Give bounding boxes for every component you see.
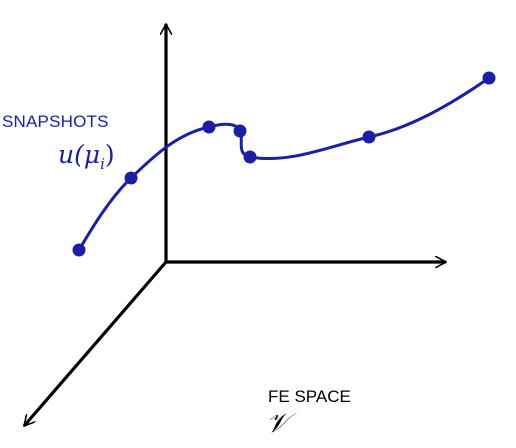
snapshots-label: SNAPSHOTS	[2, 112, 109, 131]
snapshot-point	[124, 171, 138, 185]
fe-space-label: FE SPACE	[268, 387, 351, 406]
snapshot-point	[233, 124, 247, 138]
solution-manifold-curve	[77, 76, 491, 252]
formula-subscript: i	[100, 155, 105, 173]
fe-space-symbol: 𝒱	[266, 408, 289, 439]
snapshots-formula: u(μi)	[58, 140, 115, 173]
snapshot-points	[72, 71, 496, 257]
snapshot-point	[482, 71, 496, 85]
formula-function: u(	[58, 140, 84, 169]
formula-mu: μ	[83, 140, 101, 169]
snapshot-point	[362, 130, 376, 144]
snapshot-point	[72, 243, 86, 257]
snapshot-point	[202, 120, 216, 134]
diagonal-axis	[22, 260, 168, 426]
snapshot-point	[243, 150, 257, 164]
formula-close: )	[104, 140, 115, 169]
